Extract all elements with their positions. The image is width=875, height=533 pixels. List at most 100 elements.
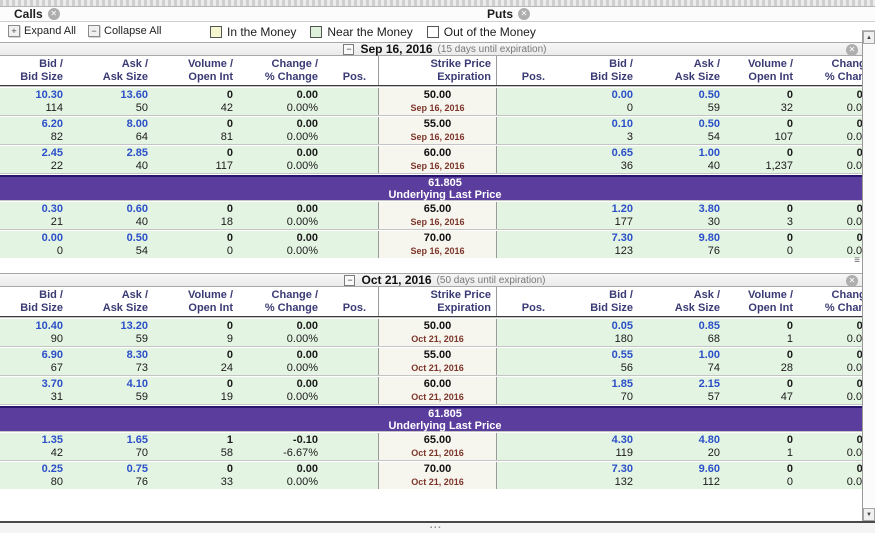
collapse-all-button[interactable]: − Collapse All — [88, 25, 161, 37]
call-ask-price: 0.60 — [126, 203, 148, 215]
put-bid-cell[interactable]: 0.10 3 — [557, 117, 645, 144]
scroll-down-icon[interactable]: ▼ — [863, 508, 875, 521]
close-puts-icon[interactable]: ✕ — [518, 8, 531, 20]
put-bid-cell[interactable]: 7.30 123 — [557, 231, 645, 258]
put-bid-cell[interactable]: 7.30 132 — [557, 462, 645, 489]
call-bid-cell[interactable]: 6.90 67 — [0, 348, 75, 375]
call-bid-cell[interactable]: 0.00 0 — [0, 231, 75, 258]
collapse-section-icon[interactable]: − — [343, 43, 355, 55]
call-bid-cell[interactable]: 0.30 21 — [0, 202, 75, 229]
scroll-up-icon[interactable]: ▲ — [863, 31, 875, 44]
call-ask-cell[interactable]: 8.30 73 — [75, 348, 160, 375]
call-ask-cell[interactable]: 1.65 70 — [75, 433, 160, 460]
close-calls-icon[interactable]: ✕ — [47, 8, 60, 20]
put-bid-size: 132 — [614, 476, 633, 488]
bottom-splitter[interactable]: ▪▪▪ — [0, 521, 875, 533]
call-pos-cell — [330, 433, 378, 460]
call-bid-cell[interactable]: 10.40 90 — [0, 319, 75, 346]
put-ask-cell[interactable]: 1.00 40 — [645, 146, 732, 173]
put-bid-cell[interactable]: 1.85 70 — [557, 377, 645, 404]
put-ask-price: 0.50 — [698, 89, 720, 101]
put-bid-cell[interactable]: 0.55 56 — [557, 348, 645, 375]
call-pos-cell — [330, 231, 378, 258]
call-bid-cell[interactable]: 6.20 82 — [0, 117, 75, 144]
put-bid-size: 56 — [620, 362, 633, 374]
put-ask-cell[interactable]: 2.15 57 — [645, 377, 732, 404]
call-bid-size: 31 — [50, 391, 63, 403]
expand-all-button[interactable]: + Expand All — [8, 25, 76, 37]
call-volume-cell: 0 24 — [160, 348, 245, 375]
put-ask-price: 1.00 — [698, 147, 720, 159]
put-bid-cell[interactable]: 0.00 0 — [557, 88, 645, 115]
put-ask-price: 1.00 — [698, 349, 720, 361]
call-ask-size: 76 — [135, 476, 148, 488]
call-volume-cell: 0 0 — [160, 231, 245, 258]
pane-splitter-grip-icon[interactable]: ≡ — [854, 255, 860, 266]
put-ask-cell[interactable]: 9.60 112 — [645, 462, 732, 489]
put-ask-cell[interactable]: 0.50 54 — [645, 117, 732, 144]
calls-header: Calls ✕ — [14, 7, 60, 21]
row-separator — [0, 229, 875, 231]
put-ask-cell[interactable]: 0.50 59 — [645, 88, 732, 115]
call-bid-cell[interactable]: 2.45 22 — [0, 146, 75, 173]
call-ask-cell[interactable]: 0.75 76 — [75, 462, 160, 489]
close-section-icon[interactable]: ✕ — [846, 275, 858, 287]
option-row: 0.25 80 0.75 76 0 33 0.00 0.00% 70.00 Oc… — [0, 462, 875, 489]
call-bid-cell[interactable]: 10.30 114 — [0, 88, 75, 115]
strike-cell: 55.00 Oct 21, 2016 — [378, 348, 497, 375]
out-of-the-money-checkbox[interactable] — [426, 26, 439, 38]
put-ask-cell[interactable]: 4.80 20 — [645, 433, 732, 460]
put-ask-size: 20 — [707, 447, 720, 459]
call-bid-cell[interactable]: 1.35 42 — [0, 433, 75, 460]
call-ask-cell[interactable]: 0.50 54 — [75, 231, 160, 258]
put-ask-cell[interactable]: 0.85 68 — [645, 319, 732, 346]
puts-title: Puts — [487, 7, 514, 21]
call-ask-cell[interactable]: 13.20 59 — [75, 319, 160, 346]
puts-header: Puts ✕ — [487, 7, 531, 21]
column-header-row: Bid / Bid Size Ask / Ask Size Volume / Open… — [0, 56, 875, 86]
call-ask-cell[interactable]: 0.60 40 — [75, 202, 160, 229]
filter-near-the-money[interactable]: Near the Money — [310, 25, 413, 39]
filter-in-the-money[interactable]: In the Money — [210, 25, 296, 39]
panel-resize-handle[interactable] — [0, 0, 875, 7]
row-separator — [0, 144, 875, 146]
call-ask-cell[interactable]: 13.60 50 — [75, 88, 160, 115]
close-section-icon[interactable]: ✕ — [846, 44, 858, 56]
call-ask-cell[interactable]: 2.85 40 — [75, 146, 160, 173]
collapse-section-icon[interactable]: − — [344, 274, 356, 286]
put-volume: 0 — [786, 434, 793, 446]
put-ask-cell[interactable]: 3.80 30 — [645, 202, 732, 229]
row-separator — [0, 86, 875, 88]
call-volume: 1 — [226, 434, 233, 446]
put-bid-cell[interactable]: 4.30 119 — [557, 433, 645, 460]
call-pct-change: -6.67% — [283, 447, 318, 459]
call-volume-cell: 0 9 — [160, 319, 245, 346]
put-volume-cell: 0 47 — [732, 377, 805, 404]
call-open-int: 58 — [220, 447, 233, 459]
put-bid-cell[interactable]: 0.05 180 — [557, 319, 645, 346]
put-volume-cell: 0 3 — [732, 202, 805, 229]
strike-price: 65.00 — [423, 203, 452, 215]
call-ask-cell[interactable]: 8.00 64 — [75, 117, 160, 144]
call-bid-size: 22 — [50, 160, 63, 172]
call-open-int: 0 — [226, 245, 233, 257]
call-change: 0.00 — [296, 232, 318, 244]
put-ask-cell[interactable]: 1.00 74 — [645, 348, 732, 375]
put-bid-cell[interactable]: 0.65 36 — [557, 146, 645, 173]
call-ask-cell[interactable]: 4.10 59 — [75, 377, 160, 404]
put-bid-size: 0 — [626, 102, 633, 114]
put-ask-cell[interactable]: 9.80 76 — [645, 231, 732, 258]
strike-price: 70.00 — [423, 232, 452, 244]
filter-out-of-the-money[interactable]: Out of the Money — [426, 25, 536, 39]
call-volume-cell: 0 19 — [160, 377, 245, 404]
call-bid-cell[interactable]: 0.25 80 — [0, 462, 75, 489]
put-open-int: 1 — [786, 333, 793, 345]
call-bid-size: 0 — [56, 245, 63, 257]
vertical-scrollbar[interactable]: ▲ ▼ — [862, 30, 875, 521]
put-ask-price: 9.80 — [698, 232, 720, 244]
put-bid-cell[interactable]: 1.20 177 — [557, 202, 645, 229]
in-the-money-checkbox[interactable] — [210, 26, 222, 38]
call-bid-cell[interactable]: 3.70 31 — [0, 377, 75, 404]
call-volume: 0 — [226, 147, 233, 159]
near-the-money-checkbox[interactable] — [310, 26, 323, 38]
